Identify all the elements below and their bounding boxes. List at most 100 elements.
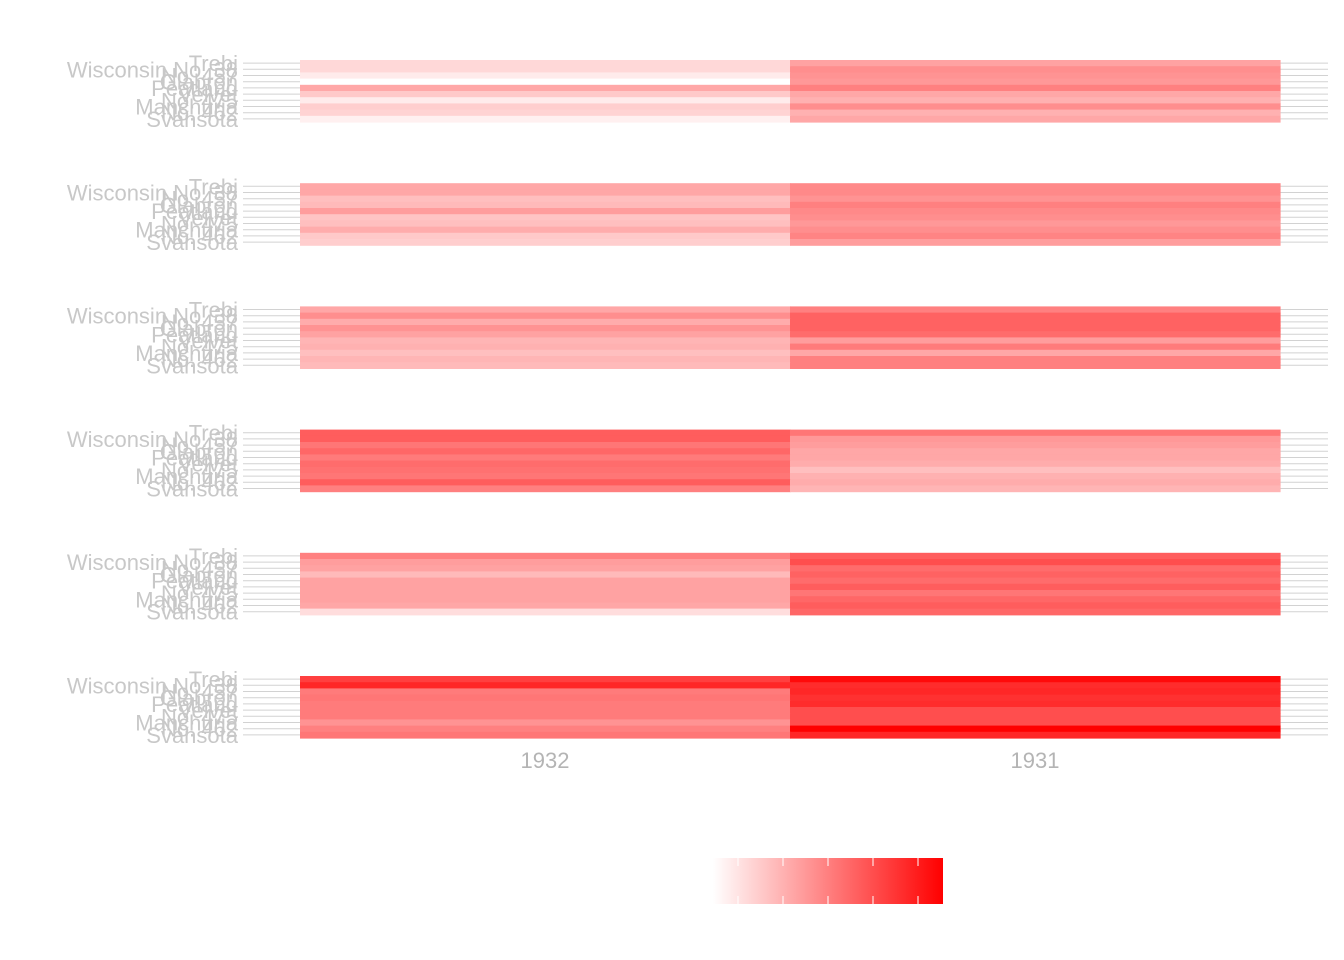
heatmap-cell <box>300 719 791 727</box>
heatmap-cell <box>300 343 791 351</box>
y-tick-label: No. 475 <box>161 212 238 237</box>
y-tick-label: Velvet <box>178 575 238 600</box>
heatmap-cell <box>300 590 791 597</box>
y-tick-label: Trebi <box>189 174 238 199</box>
heatmap-cell <box>300 552 791 560</box>
y-tick-label: Trebi <box>189 667 238 692</box>
heatmap-cell <box>300 318 791 326</box>
y-tick-label: No. 475 <box>161 704 238 729</box>
heatmap-cell <box>300 306 791 314</box>
heatmap-cell <box>790 559 1281 566</box>
heatmap-cell <box>300 688 791 696</box>
heatmap-cell <box>300 189 791 197</box>
y-tick-label: No. 462 <box>161 224 238 249</box>
heatmap-cell <box>790 97 1281 104</box>
y-tick-label: Peatland <box>151 446 238 471</box>
y-tick-label: Manchuria <box>135 587 238 612</box>
y-tick-label: Manchuria <box>135 341 238 366</box>
heatmap-cell <box>300 97 791 104</box>
heatmap-cell <box>790 448 1281 455</box>
heatmap-cell <box>300 356 791 363</box>
heatmap-cell <box>300 725 791 733</box>
y-tick-label: Velvet <box>178 205 238 230</box>
heatmap-cell <box>300 78 791 86</box>
heatmap-cell <box>300 349 791 357</box>
y-tick-label: Wisconsin No. 38 <box>67 673 238 698</box>
heatmap-cell <box>790 583 1281 591</box>
y-tick-label: Svansota <box>146 600 238 625</box>
y-tick-label: Peatland <box>151 76 238 101</box>
heatmap-cell <box>790 103 1281 111</box>
heatmap-cell <box>300 331 791 338</box>
y-tick-label: Velvet <box>178 698 238 723</box>
heatmap-cell <box>790 115 1281 123</box>
y-tick-label: No. 457 <box>161 64 238 89</box>
heatmap-cell <box>300 713 791 720</box>
heatmap-cell <box>790 429 1281 437</box>
y-tick-label: Svansota <box>146 107 238 132</box>
heatmap-cell <box>790 485 1281 493</box>
heatmap-cell <box>790 331 1281 338</box>
y-tick-label: Svansota <box>146 477 238 502</box>
heatmap-cell <box>300 239 791 246</box>
heatmap-cell <box>790 608 1281 616</box>
y-tick-label: No. 462 <box>161 594 238 619</box>
heatmap-cell <box>790 700 1281 708</box>
heatmap-cell <box>790 577 1281 585</box>
heatmap-cell <box>790 707 1281 714</box>
heatmap-cell <box>300 676 791 683</box>
heatmap-cell <box>300 608 791 616</box>
y-tick-label: Velvet <box>178 329 238 354</box>
color-legend-ticks <box>737 858 919 904</box>
heatmap-cell <box>790 201 1281 209</box>
heatmap-cell <box>790 239 1281 246</box>
y-tick-label: Trebi <box>189 421 238 446</box>
y-tick-label: Manchuria <box>135 95 238 120</box>
heatmap-cell <box>300 731 791 739</box>
heatmap-cell <box>790 318 1281 326</box>
y-tick-label: Trebi <box>189 544 238 569</box>
y-tick-label: Wisconsin No. 38 <box>67 57 238 82</box>
heatmap-cell <box>300 448 791 455</box>
y-tick-label: Wisconsin No. 38 <box>67 181 238 206</box>
y-tick-label: Peatland <box>151 692 238 717</box>
heatmap-cell <box>300 466 791 474</box>
heatmap-cell <box>790 473 1281 480</box>
heatmap-cell <box>790 109 1281 117</box>
heatmap-cell <box>790 596 1281 603</box>
heatmap-cell <box>300 571 791 579</box>
y-tick-label: Wisconsin No. 38 <box>67 550 238 575</box>
heatmap-cell <box>790 682 1281 689</box>
y-tick-label: Manchuria <box>135 711 238 736</box>
y-tick-label: Peatland <box>151 322 238 347</box>
heatmap-cell <box>300 103 791 111</box>
y-tick-label: No. 457 <box>161 310 238 335</box>
y-tick-label: No. 457 <box>161 433 238 458</box>
heatmap-cell <box>790 214 1281 221</box>
heatmap-cell <box>790 602 1281 610</box>
heatmap-cell <box>790 435 1281 443</box>
y-tick-label: Velvet <box>178 82 238 107</box>
heatmap-cell <box>300 183 791 190</box>
y-tick-label: Velvet <box>178 452 238 477</box>
heatmap-cell <box>300 694 791 702</box>
heatmap-cell <box>300 325 791 332</box>
x-tick-label: 1932 <box>521 748 570 773</box>
heatmap-cell <box>300 454 791 462</box>
y-tick-label: Trebi <box>189 298 238 323</box>
y-tick-label: Glabron <box>160 686 238 711</box>
y-tick-label: Glabron <box>160 563 238 588</box>
x-axis-labels: 1932 1931 <box>521 748 1060 773</box>
heatmap-cell <box>790 362 1281 369</box>
x-tick-label: 1931 <box>1011 748 1060 773</box>
grid-lines <box>243 62 1328 736</box>
heatmap-cell <box>790 220 1281 228</box>
color-legend <box>713 858 943 904</box>
heatmap-cell <box>300 429 791 437</box>
heatmap-cell <box>790 306 1281 314</box>
heatmap-cells <box>300 60 1281 739</box>
y-tick-label: Glabron <box>160 193 238 218</box>
heatmap-cell <box>300 583 791 591</box>
heatmap-cell <box>300 596 791 603</box>
